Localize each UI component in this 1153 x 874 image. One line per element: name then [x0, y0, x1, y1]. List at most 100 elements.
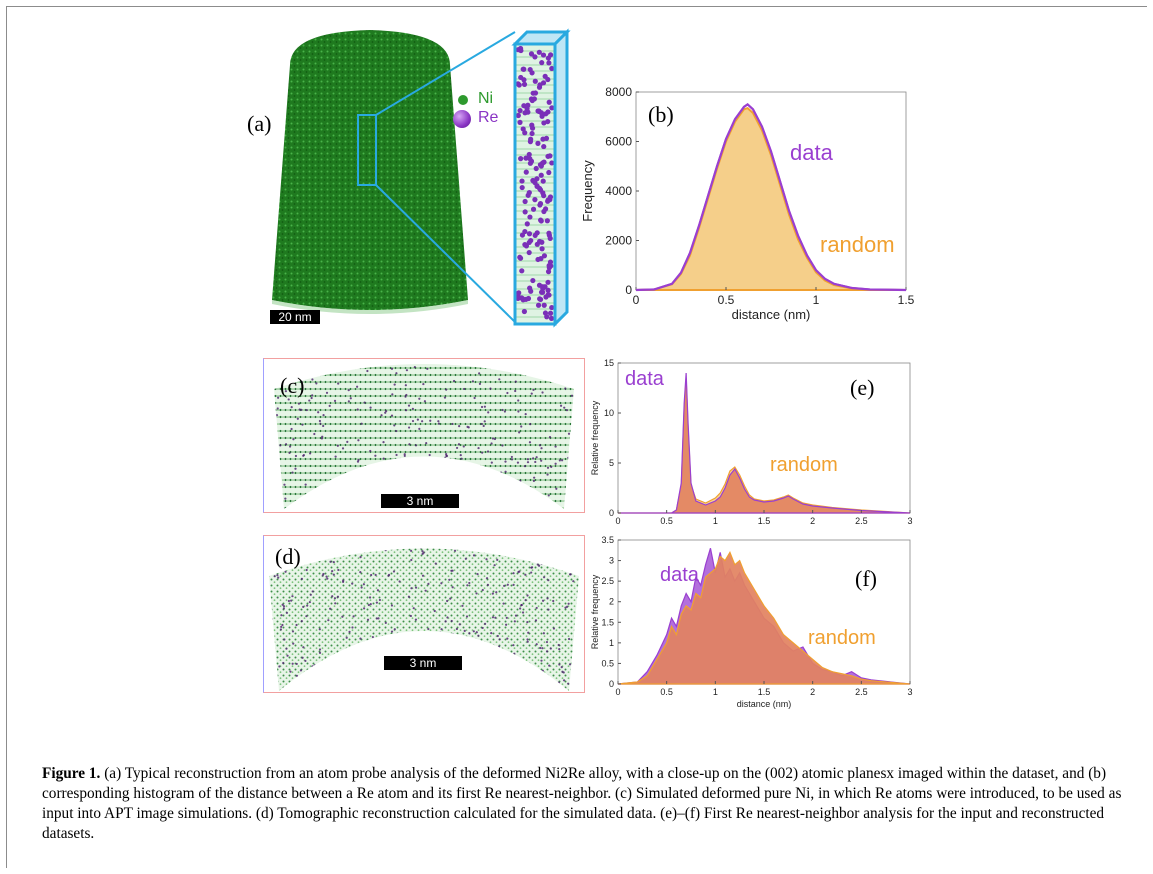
re-atom [304, 659, 307, 663]
re-atom [403, 453, 406, 456]
re-atom [421, 550, 424, 553]
re-atom [462, 644, 465, 647]
re-atom [558, 648, 561, 651]
re-atom [493, 437, 497, 441]
re-atom [496, 665, 499, 669]
re-atom [337, 568, 340, 572]
caption-title: Figure 1. [42, 765, 101, 782]
re-atom [558, 663, 561, 666]
re-atom [452, 379, 456, 383]
panel-c [263, 358, 585, 513]
re-atom [517, 107, 523, 114]
re-atom [319, 422, 322, 425]
panel-label-b: (b) [648, 102, 674, 127]
re-atom [295, 674, 298, 677]
re-atom [322, 414, 325, 417]
re-atom [472, 554, 476, 557]
re-atom [524, 412, 527, 416]
re-atom [445, 454, 448, 457]
re-atom [429, 419, 432, 422]
re-atom [455, 627, 458, 631]
re-atom [395, 372, 398, 375]
re-atom [567, 682, 570, 685]
re-atom [375, 601, 378, 604]
re-atom [318, 651, 322, 655]
re-atom [352, 615, 355, 618]
re-atom [319, 548, 322, 551]
re-atom [542, 632, 545, 635]
figure-caption: Figure 1. (a) Typical reconstruction fro… [42, 764, 1122, 844]
re-atom [517, 119, 523, 125]
re-atom [543, 294, 549, 300]
re-atom [516, 683, 519, 686]
re-atom [555, 487, 558, 490]
re-atom [562, 679, 566, 682]
re-atom [526, 231, 533, 237]
re-atom [351, 582, 354, 585]
re-atom [534, 460, 537, 464]
re-atom [282, 605, 286, 608]
x-tick-label: 0 [633, 293, 640, 307]
re-atom [370, 573, 373, 577]
re-atom [308, 399, 311, 402]
re-atom [570, 394, 574, 397]
re-atom [513, 620, 516, 623]
re-atom [546, 597, 549, 600]
re-atom [557, 643, 560, 647]
re-atom [474, 648, 477, 651]
re-atom [560, 550, 563, 553]
re-atom [540, 178, 546, 184]
re-atom [404, 409, 408, 412]
re-atom [486, 450, 490, 453]
re-atom [305, 615, 308, 618]
re-atom [313, 664, 316, 667]
re-atom [398, 580, 401, 583]
re-atom [523, 155, 529, 161]
re-atom [567, 637, 571, 641]
re-atom [485, 558, 488, 561]
x-tick-label: 2.5 [855, 516, 868, 526]
re-atom [512, 481, 515, 485]
re-atom [499, 471, 503, 474]
re-atom [363, 401, 366, 404]
re-atom [538, 172, 544, 178]
re-atom [478, 372, 481, 375]
re-atom [571, 441, 574, 444]
re-atom [302, 454, 305, 457]
re-atom [535, 302, 542, 308]
panel-label-f: (f) [855, 566, 877, 591]
y-tick-label: 6000 [605, 135, 632, 149]
re-atom [501, 444, 504, 447]
re-atom [521, 103, 527, 109]
re-atom [516, 461, 520, 464]
re-atom [565, 408, 569, 412]
y-tick-label: 2.5 [601, 576, 614, 586]
re-atom [437, 422, 441, 425]
re-atom [517, 410, 520, 413]
re-atom [526, 151, 532, 158]
re-atom [521, 308, 527, 315]
re-atom [412, 607, 415, 610]
re-atom [520, 425, 523, 428]
re-atom [350, 489, 353, 492]
re-atom [270, 647, 274, 650]
y-axis-label: Relative frequency [590, 574, 600, 649]
re-atom [333, 369, 336, 372]
re-atom [280, 625, 283, 628]
re-atom [410, 549, 413, 552]
re-atom [535, 606, 538, 610]
re-atom [404, 384, 407, 387]
re-atom [394, 473, 397, 476]
x-tick-label: 3 [907, 687, 912, 697]
re-atom [471, 380, 475, 383]
re-atom [329, 560, 332, 563]
re-atom [280, 614, 283, 617]
re-atom [559, 373, 562, 377]
re-atom [465, 643, 468, 646]
re-atom [310, 396, 313, 400]
re-atom [423, 487, 426, 490]
re-atom [443, 396, 447, 399]
re-atom [546, 99, 552, 105]
re-atom [410, 587, 413, 590]
re-atom [538, 289, 545, 295]
